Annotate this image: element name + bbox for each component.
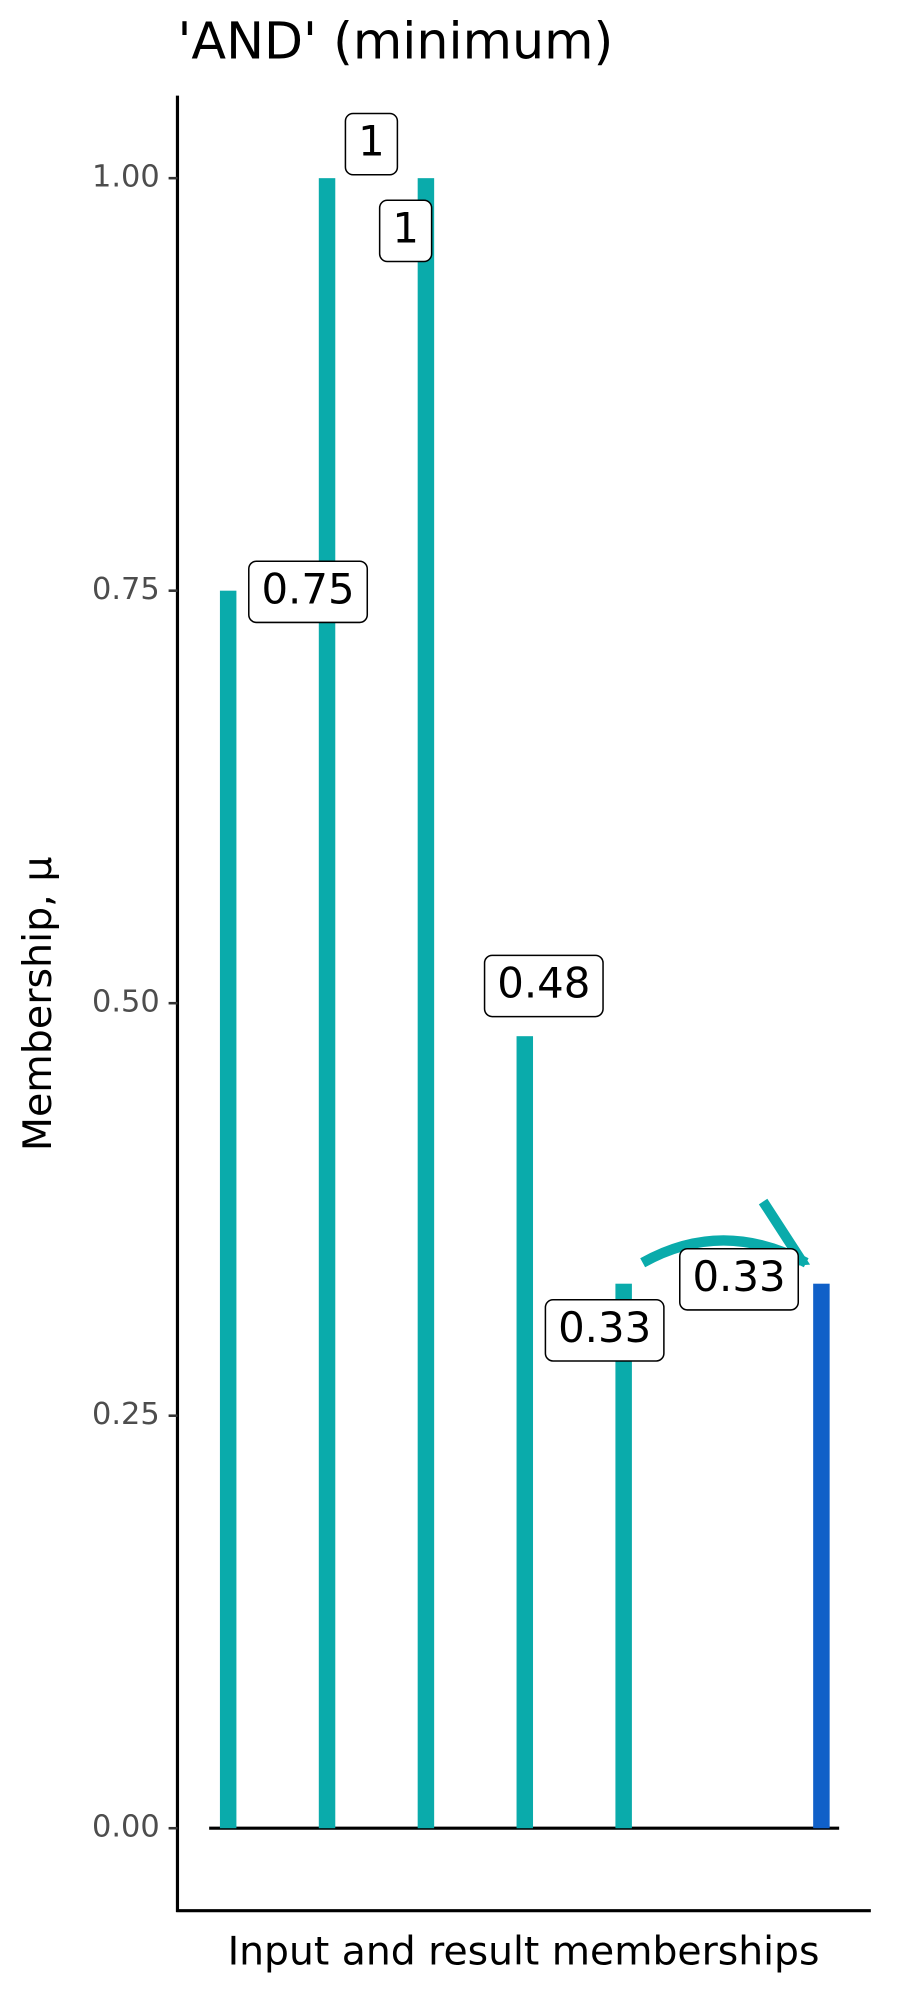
data-label-box xyxy=(679,1247,800,1311)
y-tick-label: 0.00 xyxy=(92,1810,160,1845)
y-tick-label: 0.25 xyxy=(92,1397,160,1432)
data-label: 0.33 xyxy=(692,1252,785,1301)
bar xyxy=(219,590,237,1829)
bar xyxy=(318,178,336,1829)
data-label-box xyxy=(248,560,369,624)
bar xyxy=(417,178,435,1829)
data-label: 0.75 xyxy=(261,564,354,613)
bar xyxy=(516,1036,534,1829)
y-tick-label: 1.00 xyxy=(92,160,160,195)
y-tick-label: 0.75 xyxy=(92,572,160,607)
bar xyxy=(615,1283,632,1829)
data-label: 1 xyxy=(392,203,419,252)
chart-title: 'AND' (minimum) xyxy=(177,12,613,71)
data-label: 0.48 xyxy=(497,958,590,1007)
data-label: 0.33 xyxy=(558,1303,651,1352)
bar xyxy=(813,1283,830,1829)
data-label-box xyxy=(344,112,399,176)
data-label-box xyxy=(544,1298,665,1362)
x-axis-label: Input and result memberships xyxy=(228,1929,820,1975)
data-label-box xyxy=(483,954,604,1018)
data-label-box xyxy=(378,199,433,263)
y-tick-label: 0.50 xyxy=(92,985,160,1020)
y-axis-label: Membership, μ xyxy=(15,857,61,1152)
data-label: 1 xyxy=(358,117,385,166)
